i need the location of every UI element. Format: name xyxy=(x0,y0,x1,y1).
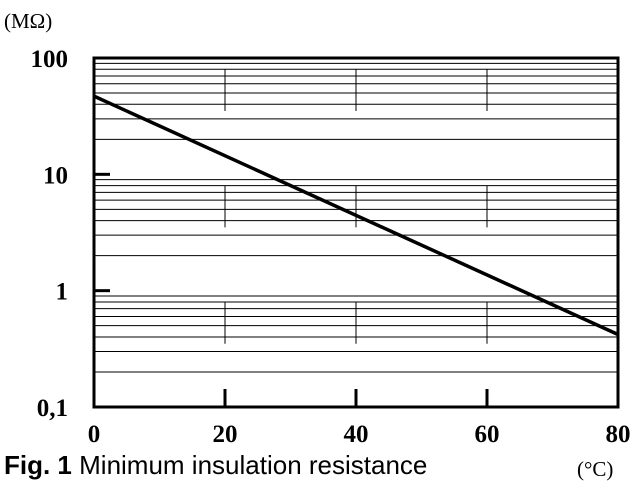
y-tick-label: 100 xyxy=(31,46,69,73)
x-tick-label: 0 xyxy=(88,421,101,448)
axis-ticks xyxy=(94,172,489,407)
series-line xyxy=(93,94,619,337)
figure-number: Fig. 1 xyxy=(4,450,72,480)
series-layer xyxy=(93,94,619,337)
x-tick-label: 40 xyxy=(344,421,369,448)
x-tick-label: 80 xyxy=(606,421,631,448)
y-tick-label: 10 xyxy=(43,162,68,189)
x-tick-label: 60 xyxy=(475,421,500,448)
y-axis-unit-label: (MΩ) xyxy=(4,9,52,33)
y-tick-label: 0,1 xyxy=(37,395,68,422)
grid xyxy=(94,62,618,373)
x-axis-unit-label: (°C) xyxy=(577,457,613,481)
figure-caption-text: Minimum insulation resistance xyxy=(79,450,428,480)
y-tick-label: 1 xyxy=(56,279,69,306)
figure-caption: Fig. 1 Minimum insulation resistance xyxy=(4,450,427,481)
x-tick-label: 20 xyxy=(213,421,238,448)
